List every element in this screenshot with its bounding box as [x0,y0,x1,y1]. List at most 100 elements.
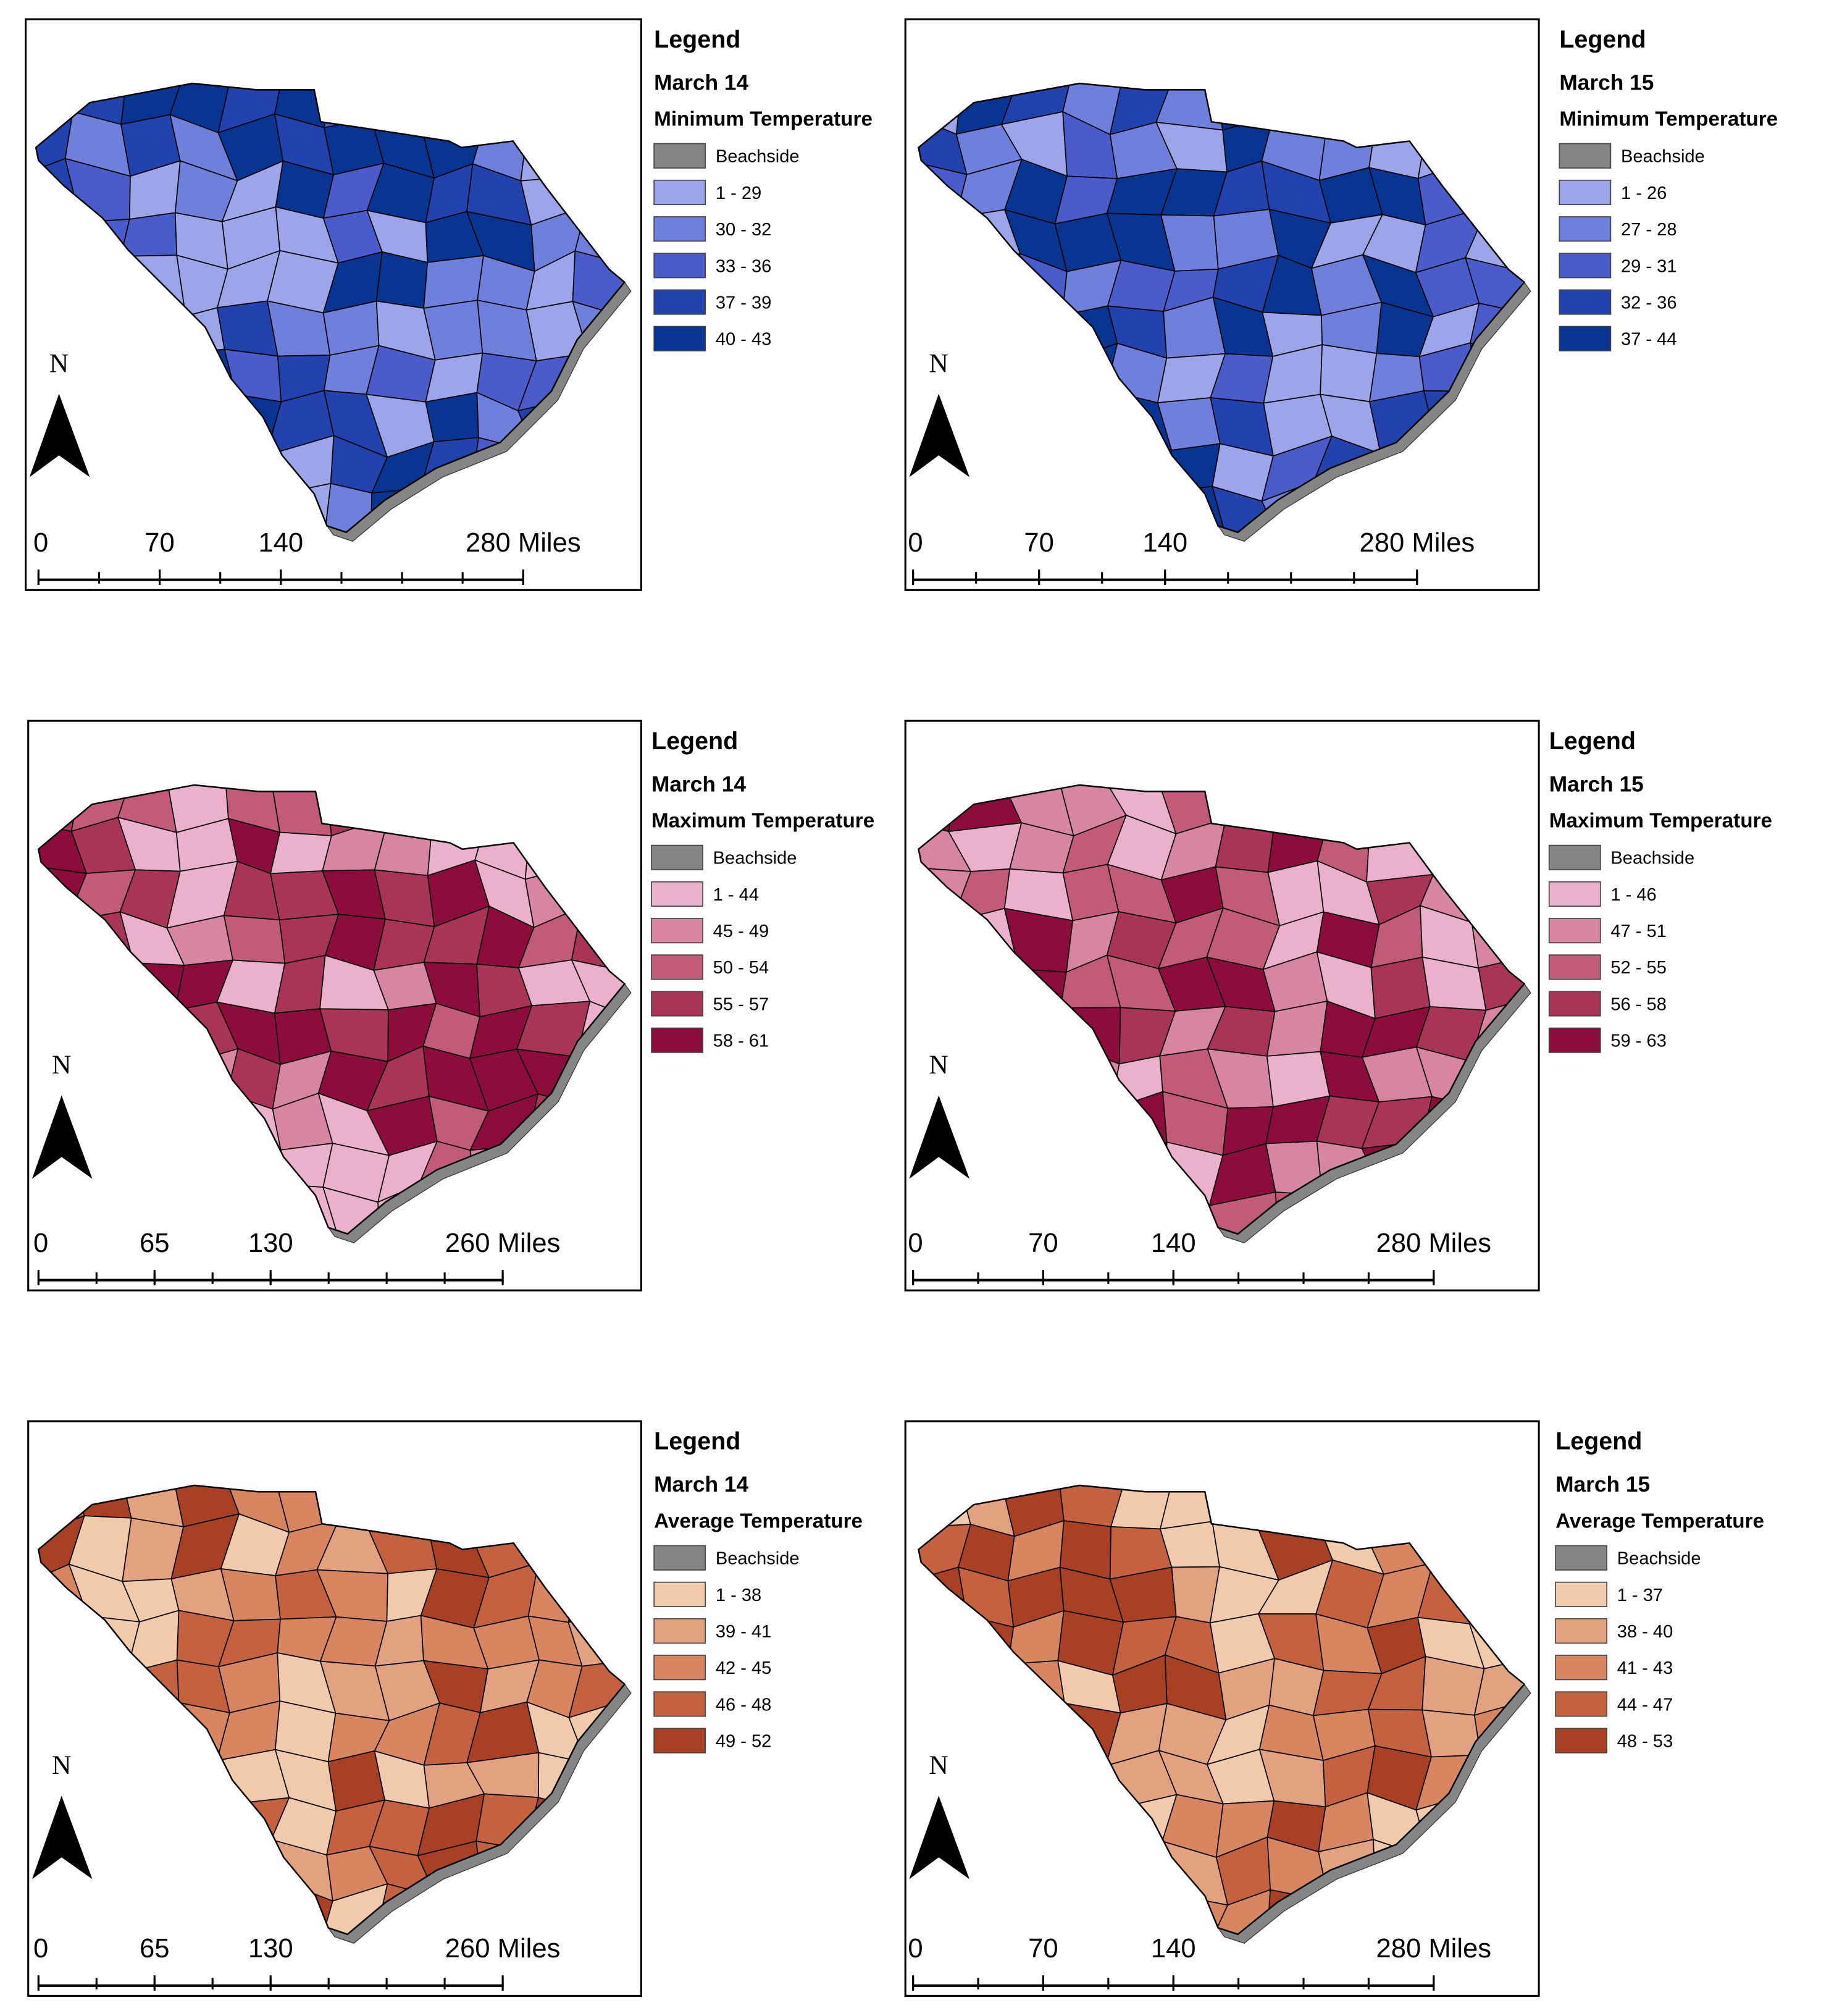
legend-label: 44 - 47 [1617,1695,1673,1715]
legend-variable: Average Temperature [654,1510,863,1532]
legend-label: 1 - 29 [716,183,761,203]
legend-swatch [651,955,703,979]
scale-label: 130 [248,1934,293,1964]
legend-swatch [1555,1545,1607,1569]
legend-swatch [1559,253,1610,277]
county [121,212,177,256]
legend-swatch [654,1545,705,1569]
scale-label: 65 [140,1228,170,1258]
legend-title: Legend [654,1428,740,1455]
legend-swatch [654,1582,705,1606]
legend-title: Legend [654,26,740,53]
legend-label: 30 - 32 [716,220,771,240]
scale-label: 130 [248,1228,293,1258]
scale-label: 140 [1151,1228,1196,1258]
legend-date: March 15 [1559,70,1654,94]
legend-label: Beachside [716,147,800,167]
legend-swatch [651,1028,703,1052]
legend-variable: Maximum Temperature [1549,809,1772,832]
legend-date: March 14 [654,70,748,94]
legend-swatch [654,1692,705,1716]
legend-swatch [1555,1655,1607,1679]
legend-label: 41 - 43 [1617,1658,1673,1678]
legend-label: 1 - 44 [713,885,759,905]
scale-label: 140 [1142,528,1187,558]
legend-swatch [1559,144,1610,168]
legend-title: Legend [651,728,738,755]
legend-label: Beachside [716,1549,800,1569]
scale-label: 280 Miles [1359,528,1475,558]
scale-label: 280 Miles [1376,1934,1491,1964]
legend-swatch [1549,918,1601,943]
scale-label: 70 [144,528,175,558]
legend-label: Beachside [1621,147,1705,167]
scale-label: 0 [33,1228,48,1258]
scale-label: 280 Miles [1376,1228,1491,1258]
legend-label: 58 - 61 [713,1031,769,1051]
legend-swatch [1549,1028,1601,1052]
page: N070140280 MilesLegendMarch 14Minimum Te… [0,0,1821,2016]
legend-label: 39 - 41 [716,1622,771,1642]
county [1160,1521,1220,1567]
legend-label: 59 - 63 [1610,1031,1666,1051]
legend-swatch [1555,1582,1607,1606]
legend-swatch [654,290,705,314]
legend-swatch [654,1728,705,1752]
legend-swatch [654,144,705,168]
county [377,252,428,308]
legend-label: 1 - 46 [1610,885,1656,905]
legend-swatch [654,1655,705,1679]
legend-label: 1 - 38 [716,1586,761,1605]
scale-label: 70 [1028,1228,1058,1258]
legend-swatch [651,918,703,943]
legend-swatch [654,217,705,241]
legend-swatch [1555,1728,1607,1752]
legend-date: March 15 [1555,1472,1650,1497]
legend-label: 46 - 48 [716,1695,771,1715]
county [270,833,332,874]
scale-label: 70 [1028,1934,1058,1964]
figure: N070140280 MilesLegendMarch 14Minimum Te… [0,0,1821,2016]
legend-label: 33 - 36 [716,256,771,276]
scale-label: 260 Miles [445,1228,561,1258]
scale-label: 0 [33,1934,48,1964]
legend-label: Beachside [1617,1549,1701,1569]
legend-variable: Maximum Temperature [651,809,874,832]
legend-swatch [1549,991,1601,1015]
legend-swatch [1549,846,1601,870]
county [1320,345,1376,401]
legend-label: 50 - 54 [713,958,769,978]
legend-date: March 14 [651,772,746,796]
legend-label: 45 - 49 [713,922,769,941]
legend-swatch [651,882,703,906]
legend-swatch [1559,217,1610,241]
legend-swatch [654,327,705,351]
legend-date: March 15 [1549,772,1644,796]
legend-swatch [1549,882,1601,906]
legend-label: Beachside [1610,849,1694,868]
legend-label: 48 - 53 [1617,1732,1673,1752]
legend-label: 29 - 31 [1621,256,1677,276]
legend-label: 52 - 55 [1610,958,1666,978]
north-label: N [49,348,69,378]
legend-title: Legend [1549,728,1636,755]
legend-swatch [1559,290,1610,314]
legend-label: 49 - 52 [716,1732,771,1752]
legend-label: 37 - 44 [1621,330,1677,350]
legend-title: Legend [1555,1428,1642,1455]
legend-label: 38 - 40 [1617,1622,1673,1642]
map-panel: N070140280 MilesLegendMarch 15Average Te… [905,1421,1764,1996]
scale-label: 0 [908,1228,923,1258]
legend-swatch [1555,1619,1607,1643]
scale-label: 0 [33,528,48,558]
legend-swatch [1559,327,1610,351]
legend-swatch [651,991,703,1015]
north-label: N [929,1050,948,1080]
scale-label: 0 [908,1934,923,1964]
legend-label: 1 - 37 [1617,1586,1663,1605]
scale-label: 260 Miles [445,1934,561,1964]
legend-swatch [654,1619,705,1643]
